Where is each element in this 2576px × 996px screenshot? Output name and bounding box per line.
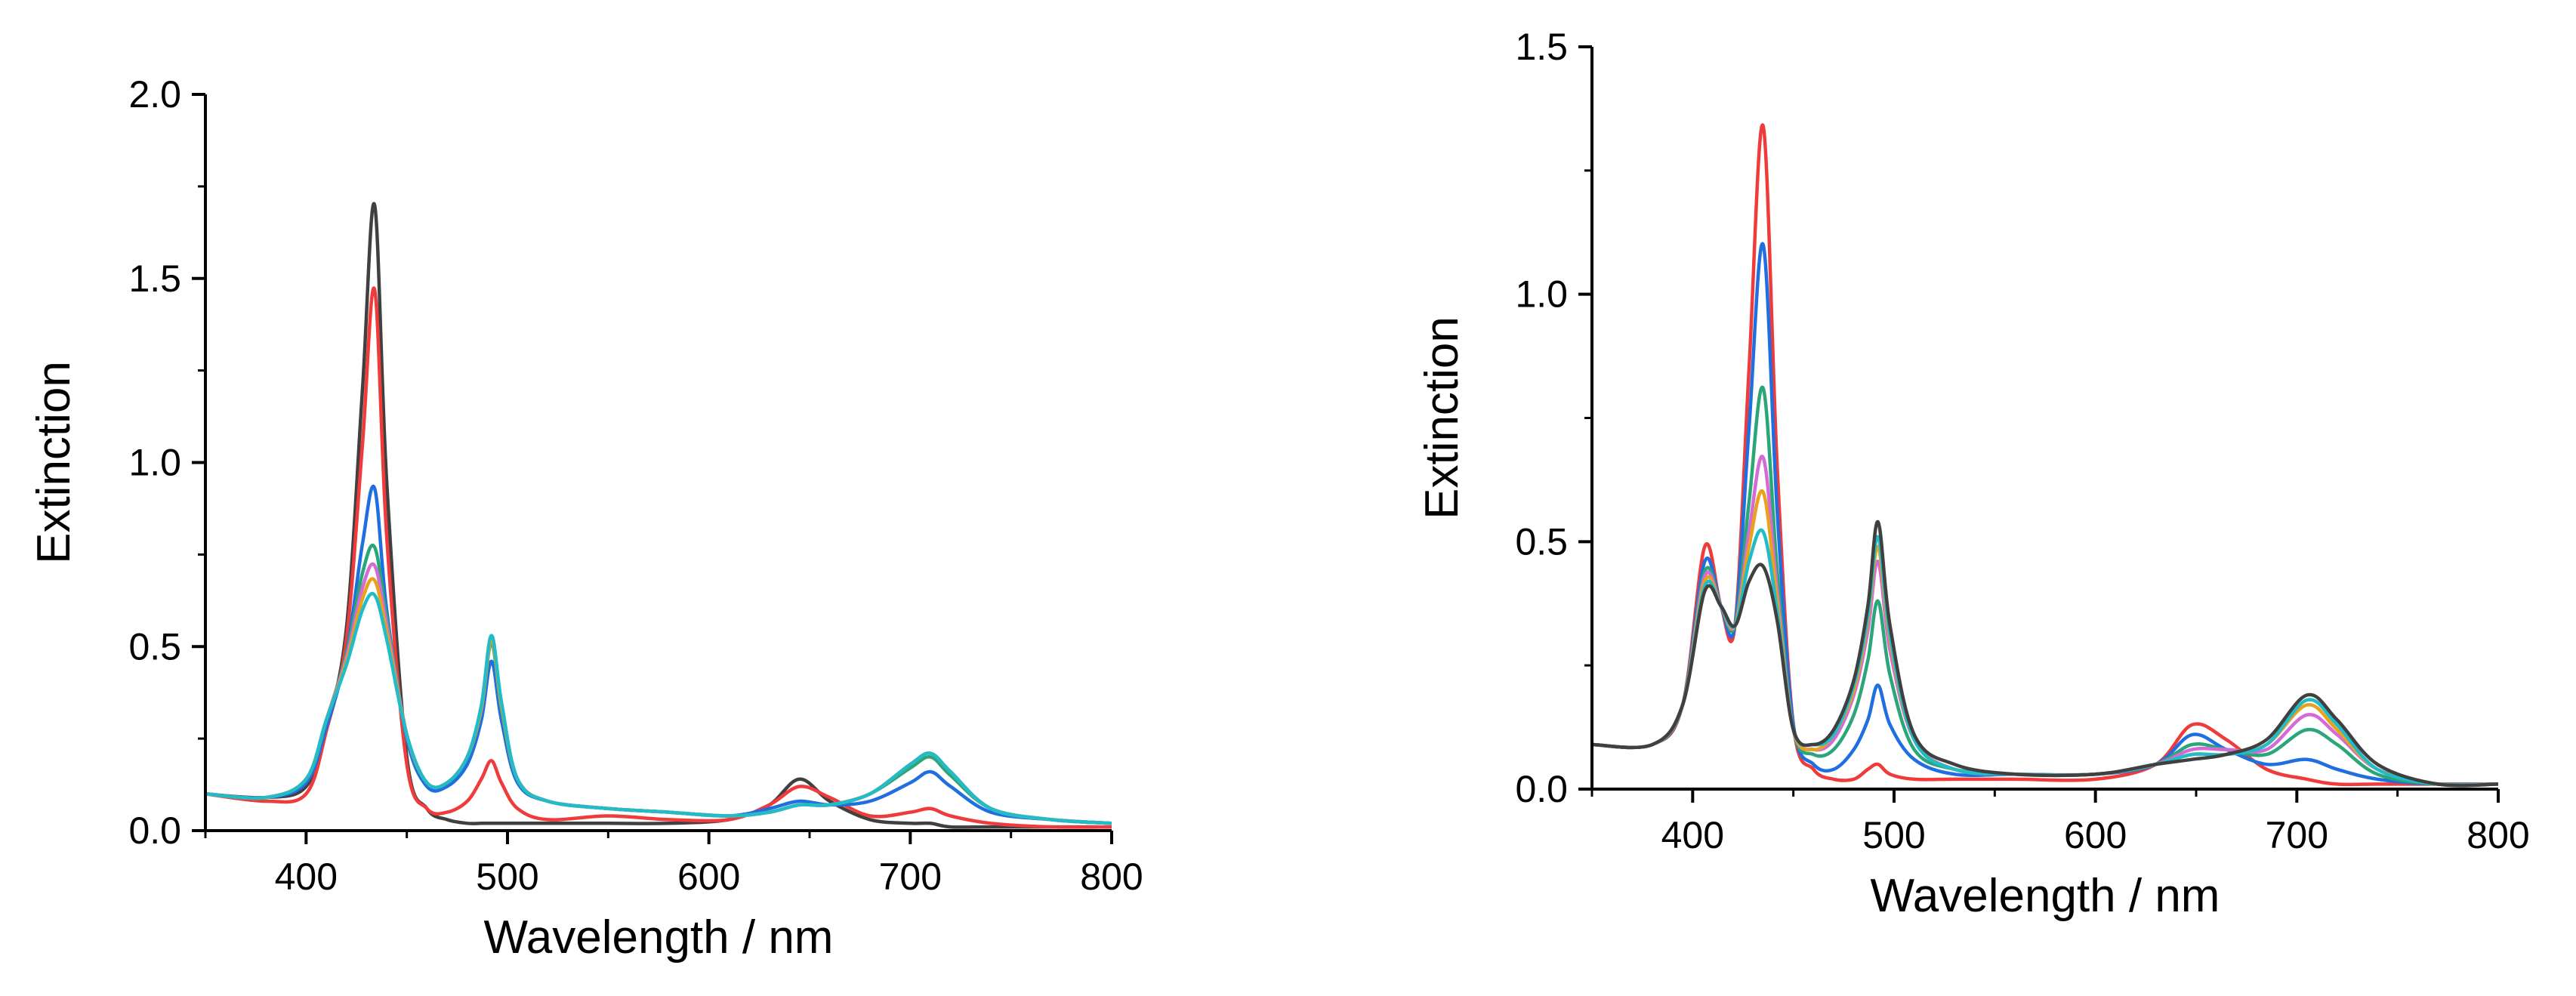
chart-right: 400 500 600 700 800 0.0 0.5 1.0 1.5 Wavelength / …: [1416, 26, 2530, 922]
left-x-tick-label: 700: [879, 856, 942, 898]
left-series-line-cyan: [205, 591, 1112, 825]
right-y-tick-label: 1.0: [1515, 273, 1568, 316]
right-y-tick-label: 0.0: [1515, 768, 1568, 810]
right-series-line-red: [1592, 123, 2498, 787]
left-series-line-magenta: [205, 562, 1112, 825]
left-x-tick-label: 600: [677, 856, 740, 898]
left-x-tick-label: 500: [476, 856, 538, 898]
left-series-line-blue: [205, 484, 1112, 825]
left-x-axis-title: Wavelength / nm: [484, 911, 834, 964]
left-y-tick-label: 0.0: [128, 809, 181, 852]
right-x-tick-label: 700: [2266, 814, 2328, 856]
right-series-line-green: [1592, 385, 2498, 787]
right-axes: [1590, 47, 2498, 791]
right-series-line-cyan: [1592, 528, 2498, 788]
right-x-tick-label: 400: [1661, 814, 1724, 856]
right-x-tick-label: 600: [2064, 814, 2127, 856]
left-y-tick-label: 1.0: [128, 442, 181, 484]
left-y-axis-title: Extinction: [28, 361, 80, 564]
right-x-tick-label: 500: [1862, 814, 1925, 856]
right-x-axis-title: Wavelength / nm: [1871, 870, 2220, 922]
right-x-tick-label: 800: [2466, 814, 2529, 856]
right-y-tick-label: 0.5: [1515, 520, 1568, 563]
left-axes: [204, 94, 1112, 832]
left-y-tick-label: 1.5: [128, 257, 181, 300]
left-series-line-red: [205, 286, 1112, 829]
left-series-line-black: [205, 202, 1112, 829]
left-series-line-orange: [205, 577, 1112, 825]
right-series-line-black: [1592, 520, 2498, 788]
left-x-tick-label: 800: [1080, 856, 1143, 898]
left-x-tick-label: 400: [275, 856, 338, 898]
right-y-axis-title: Extinction: [1416, 316, 1468, 520]
left-y-tick-label: 2.0: [128, 73, 181, 116]
right-series-line-blue: [1592, 242, 2498, 787]
right-y-tick-label: 1.5: [1515, 26, 1568, 68]
left-y-tick-label: 0.5: [128, 625, 181, 668]
chart-left: 400 500 600 700 800 0.0 0.5 1.0 1.5 2.0 Wavelength…: [28, 73, 1143, 964]
